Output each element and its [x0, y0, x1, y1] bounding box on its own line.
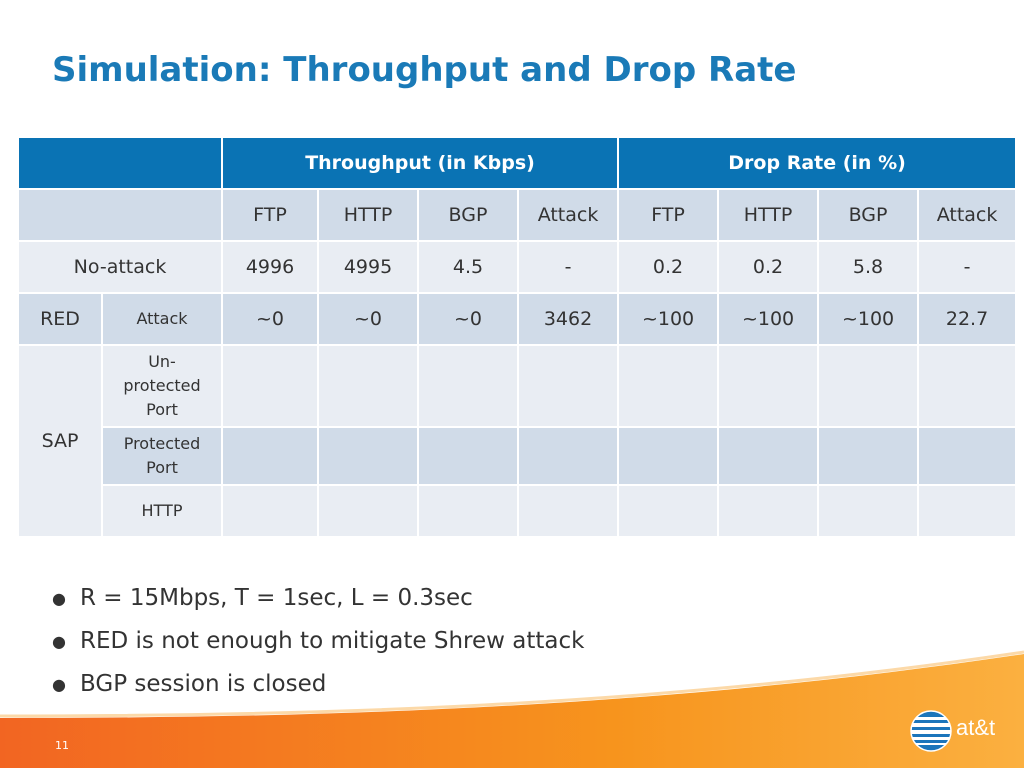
- table-cell: [417, 344, 519, 428]
- column-header: FTP: [617, 188, 720, 242]
- column-header-row: FTP HTTP BGP Attack FTP HTTP BGP Attack: [17, 188, 1018, 242]
- table-cell: -: [917, 240, 1018, 294]
- table-cell: 4996: [221, 240, 319, 294]
- table-cell: [221, 484, 319, 538]
- bullet-dot-icon: ●: [52, 674, 66, 694]
- table-cell: [917, 344, 1018, 428]
- table-cell: ~100: [717, 292, 820, 346]
- table-cell: 4995: [317, 240, 419, 294]
- row-sublabel-attack: Attack: [101, 292, 223, 346]
- bullet-text: BGP session is closed: [80, 671, 327, 697]
- table-cell: [917, 484, 1018, 538]
- table-cell: [717, 484, 820, 538]
- table-cell: [516, 426, 620, 486]
- bullet-text: RED is not enough to mitigate Shrew atta…: [80, 628, 585, 654]
- table-cell: ~0: [317, 292, 419, 346]
- table-cell: 22.7: [917, 292, 1018, 346]
- column-header: Attack: [516, 188, 620, 242]
- table-cell: [817, 344, 920, 428]
- row-sublabel-unprotected-port: Un- protected Port: [101, 344, 223, 428]
- table-row-sap-protected: Protected Port: [18, 426, 1018, 486]
- table-row-sap-unprotected: SAP Un- protected Port: [17, 344, 1018, 538]
- table-cell: 0.2: [617, 240, 720, 294]
- row-label-sap: SAP: [17, 344, 103, 538]
- table-cell: ~100: [617, 292, 720, 346]
- bullet-item: ● BGP session is closed: [52, 664, 584, 707]
- table-cell: [516, 344, 620, 428]
- table-row-sap-http: HTTP: [18, 484, 1018, 538]
- table-cell: [817, 484, 920, 538]
- table-cell: [617, 344, 720, 428]
- table-cell: [917, 426, 1018, 486]
- header-empty-cell: [17, 136, 223, 190]
- table-cell: [417, 484, 519, 538]
- row-sublabel-protected-port: Protected Port: [101, 426, 223, 486]
- table-cell: 4.5: [417, 240, 519, 294]
- table-cell: ~0: [417, 292, 519, 346]
- table-cell: ~100: [817, 292, 920, 346]
- table-cell: [717, 344, 820, 428]
- table-cell: [417, 426, 519, 486]
- page-number: 11: [55, 739, 69, 752]
- att-globe-icon: [910, 710, 952, 752]
- subheader-empty-cell: [17, 188, 223, 242]
- slide-title: Simulation: Throughput and Drop Rate: [52, 50, 797, 90]
- table-cell: [817, 426, 920, 486]
- table-cell: 3462: [516, 292, 620, 346]
- table-cell: [717, 426, 820, 486]
- column-header: HTTP: [717, 188, 820, 242]
- table-cell: -: [516, 240, 620, 294]
- column-header: BGP: [817, 188, 920, 242]
- column-header: Attack: [917, 188, 1018, 242]
- row-label-red: RED: [17, 292, 103, 346]
- table-header-row: Throughput (in Kbps) Drop Rate (in %): [17, 136, 1018, 190]
- results-table: Throughput (in Kbps) Drop Rate (in %) FT…: [17, 136, 1018, 538]
- bullet-dot-icon: ●: [52, 631, 66, 651]
- bullet-item: ● R = 15Mbps, T = 1sec, L = 0.3sec: [52, 578, 584, 621]
- table-cell: 0.2: [717, 240, 820, 294]
- table-row-no-attack: No-attack 4996 4995 4.5 - 0.2 0.2 5.8 -: [17, 240, 1018, 294]
- table-cell: [617, 426, 720, 486]
- column-header: HTTP: [317, 188, 419, 242]
- bullet-dot-icon: ●: [52, 588, 66, 608]
- table-cell: [221, 344, 319, 428]
- column-header: FTP: [221, 188, 319, 242]
- table-cell: [317, 484, 419, 538]
- att-logo-text: at&t: [956, 715, 996, 740]
- bullet-item: ● RED is not enough to mitigate Shrew att…: [52, 621, 584, 664]
- throughput-header: Throughput (in Kbps): [220, 136, 620, 190]
- bullet-list: ● R = 15Mbps, T = 1sec, L = 0.3sec ● RED i…: [52, 578, 584, 707]
- orange-wave-footer: [0, 650, 1024, 768]
- column-header: BGP: [417, 188, 519, 242]
- table-cell: 5.8: [817, 240, 920, 294]
- bullet-text: R = 15Mbps, T = 1sec, L = 0.3sec: [80, 585, 473, 611]
- table-cell: [221, 426, 319, 486]
- row-label-no-attack: No-attack: [17, 240, 223, 294]
- drop-rate-header: Drop Rate (in %): [617, 136, 1018, 190]
- table-cell: ~0: [221, 292, 319, 346]
- table-cell: [617, 484, 720, 538]
- table-cell: [317, 426, 419, 486]
- table-cell: [317, 344, 419, 428]
- table-cell: [516, 484, 620, 538]
- table-row-red: RED Attack ~0 ~0 ~0 3462 ~100 ~100 ~100 …: [17, 292, 1018, 346]
- row-sublabel-http: HTTP: [101, 484, 223, 538]
